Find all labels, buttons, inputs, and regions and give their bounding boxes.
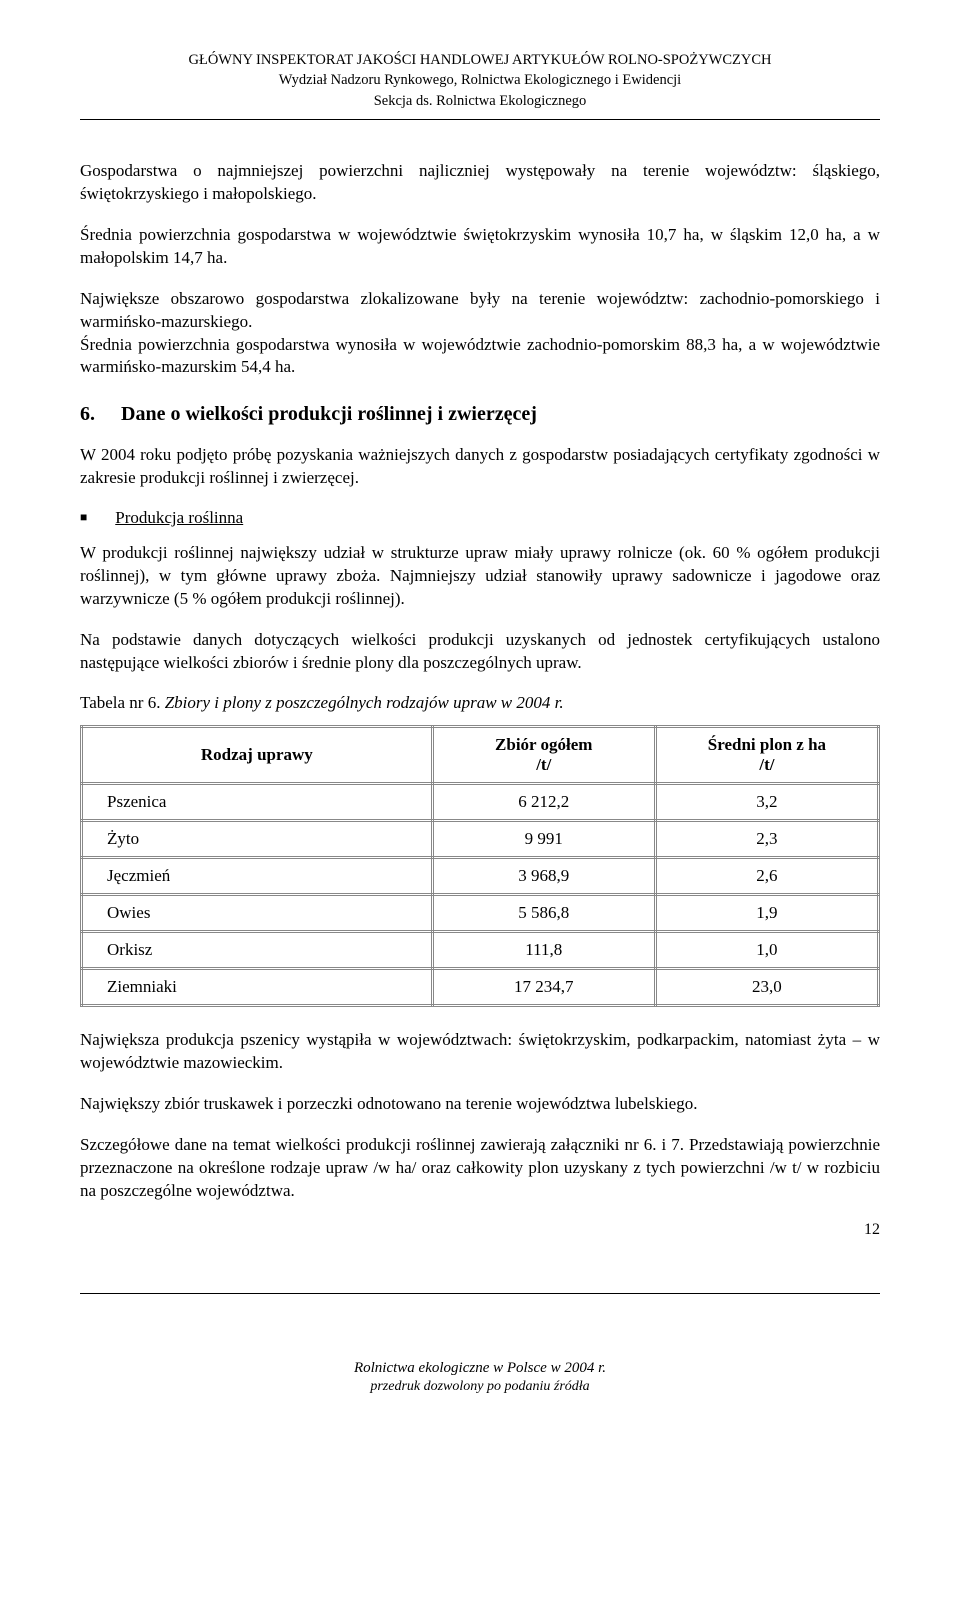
table-header-row: Rodzaj uprawy Zbiór ogółem /t/ Średni pl… bbox=[82, 726, 879, 783]
cell-plon: 2,6 bbox=[655, 857, 878, 894]
section-heading: 6. Dane o wielkości produkcji roślinnej … bbox=[80, 403, 880, 426]
cell-plon: 2,3 bbox=[655, 820, 878, 857]
paragraph-4: Średnia powierzchnia gospodarstwa wynosi… bbox=[80, 334, 880, 380]
table-body: Pszenica 6 212,2 3,2 Żyto 9 991 2,3 Jęcz… bbox=[82, 783, 879, 1005]
paragraph-7: Na podstawie danych dotyczących wielkośc… bbox=[80, 629, 880, 675]
cell-label: Ziemniaki bbox=[82, 968, 433, 1005]
paragraph-8: Największa produkcja pszenicy wystąpiła … bbox=[80, 1029, 880, 1075]
section-title: Dane o wielkości produkcji roślinnej i z… bbox=[121, 403, 537, 425]
document-page: GŁÓWNY INSPEKTORAT JAKOŚCI HANDLOWEJ ART… bbox=[0, 0, 960, 1437]
cell-label: Żyto bbox=[82, 820, 433, 857]
cell-label: Owies bbox=[82, 894, 433, 931]
col-header-total-line2: /t/ bbox=[536, 755, 551, 774]
paragraph-3: Największe obszarowo gospodarstwa zlokal… bbox=[80, 288, 880, 334]
cell-zbior: 17 234,7 bbox=[432, 968, 655, 1005]
page-header: GŁÓWNY INSPEKTORAT JAKOŚCI HANDLOWEJ ART… bbox=[80, 50, 880, 120]
cell-zbior: 6 212,2 bbox=[432, 783, 655, 820]
table-row: Pszenica 6 212,2 3,2 bbox=[82, 783, 879, 820]
cell-label: Pszenica bbox=[82, 783, 433, 820]
table-row: Żyto 9 991 2,3 bbox=[82, 820, 879, 857]
col-header-avg-line2: /t/ bbox=[759, 755, 774, 774]
section-number: 6. bbox=[80, 403, 116, 426]
page-number: 12 bbox=[80, 1221, 880, 1239]
paragraph-9: Największy zbiór truskawek i porzeczki o… bbox=[80, 1093, 880, 1116]
square-bullet-icon: ■ bbox=[80, 510, 87, 525]
cell-label: Jęczmień bbox=[82, 857, 433, 894]
table-row: Ziemniaki 17 234,7 23,0 bbox=[82, 968, 879, 1005]
bullet-label: Produkcja roślinna bbox=[115, 508, 243, 528]
paragraph-1: Gospodarstwa o najmniejszej powierzchni … bbox=[80, 160, 880, 206]
page-footer: Rolnictwa ekologiczne w Polsce w 2004 r.… bbox=[80, 1293, 880, 1397]
cell-label: Orkisz bbox=[82, 931, 433, 968]
paragraph-2: Średnia powierzchnia gospodarstwa w woje… bbox=[80, 224, 880, 270]
paragraph-10: Szczegółowe dane na temat wielkości prod… bbox=[80, 1134, 880, 1203]
header-line-2: Wydział Nadzoru Rynkowego, Rolnictwa Eko… bbox=[80, 70, 880, 90]
crop-table: Rodzaj uprawy Zbiór ogółem /t/ Średni pl… bbox=[80, 725, 880, 1007]
bullet-item: ■ Produkcja roślinna bbox=[80, 508, 880, 528]
table-caption: Tabela nr 6. Zbiory i plony z poszczegól… bbox=[80, 693, 880, 713]
footer-title: Rolnictwa ekologiczne w Polsce w 2004 r. bbox=[80, 1358, 880, 1378]
table-caption-prefix: Tabela nr 6. bbox=[80, 693, 165, 712]
cell-zbior: 9 991 bbox=[432, 820, 655, 857]
header-line-3: Sekcja ds. Rolnictwa Ekologicznego bbox=[80, 91, 880, 111]
col-header-avg: Średni plon z ha /t/ bbox=[655, 726, 878, 783]
cell-plon: 23,0 bbox=[655, 968, 878, 1005]
table-row: Owies 5 586,8 1,9 bbox=[82, 894, 879, 931]
table-caption-title: Zbiory i plony z poszczególnych rodzajów… bbox=[165, 693, 564, 712]
col-header-total-line1: Zbiór ogółem bbox=[495, 735, 592, 754]
header-line-1: GŁÓWNY INSPEKTORAT JAKOŚCI HANDLOWEJ ART… bbox=[80, 50, 880, 70]
table-row: Jęczmień 3 968,9 2,6 bbox=[82, 857, 879, 894]
paragraph-6: W produkcji roślinnej największy udział … bbox=[80, 542, 880, 611]
col-header-crop: Rodzaj uprawy bbox=[82, 726, 433, 783]
cell-zbior: 5 586,8 bbox=[432, 894, 655, 931]
footer-subtitle: przedruk dozwolony po podaniu źródła bbox=[80, 1378, 880, 1397]
cell-zbior: 111,8 bbox=[432, 931, 655, 968]
col-header-total: Zbiór ogółem /t/ bbox=[432, 726, 655, 783]
table-row: Orkisz 111,8 1,0 bbox=[82, 931, 879, 968]
cell-plon: 1,9 bbox=[655, 894, 878, 931]
cell-plon: 3,2 bbox=[655, 783, 878, 820]
cell-plon: 1,0 bbox=[655, 931, 878, 968]
paragraph-5: W 2004 roku podjęto próbę pozyskania waż… bbox=[80, 444, 880, 490]
col-header-avg-line1: Średni plon z ha bbox=[708, 735, 826, 754]
cell-zbior: 3 968,9 bbox=[432, 857, 655, 894]
